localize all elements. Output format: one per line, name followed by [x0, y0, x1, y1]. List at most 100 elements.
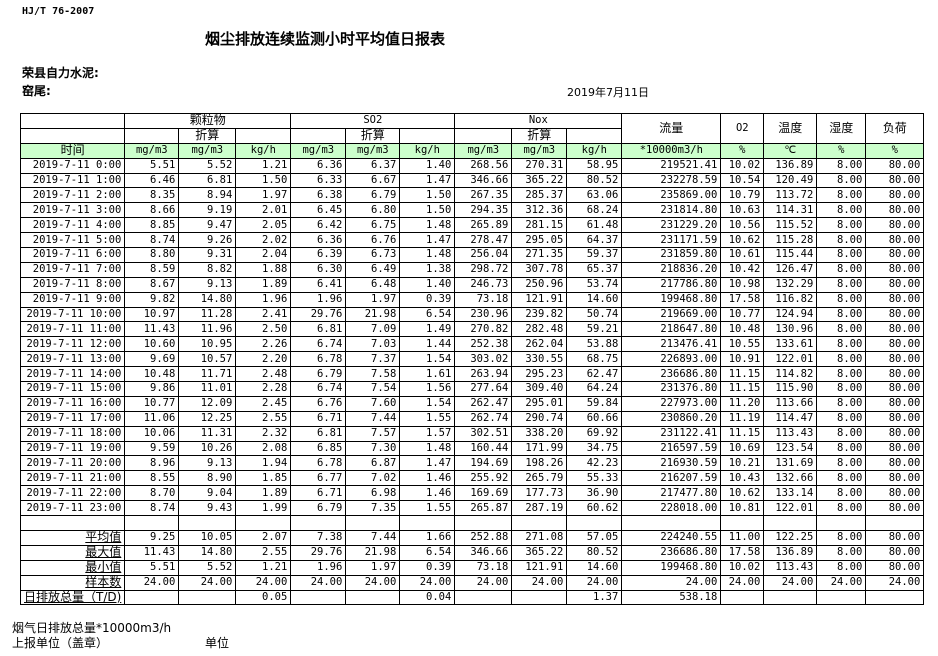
data-cell: 114.47 [763, 410, 818, 427]
data-cell: 9.04 [178, 485, 237, 502]
row-label: 2019-7-11 3:00 [19, 202, 126, 219]
data-cell: 8.00 [816, 470, 867, 487]
data-cell: 10.48 [124, 366, 180, 383]
empty-cell [19, 515, 126, 531]
data-cell: 10.42 [720, 261, 765, 278]
data-cell: 230.96 [454, 306, 513, 323]
data-cell: 1.61 [399, 366, 456, 383]
data-cell: 80.00 [865, 187, 925, 204]
data-cell: 8.00 [816, 172, 867, 189]
data-cell: 8.85 [124, 217, 180, 234]
data-cell: 0.39 [399, 559, 456, 576]
data-cell: 312.36 [511, 202, 568, 219]
data-cell: 73.18 [454, 559, 513, 576]
data-cell: 80.00 [865, 202, 925, 219]
time-header: 时间 [19, 142, 126, 159]
data-cell: 8.00 [816, 366, 867, 383]
data-cell: 11.01 [178, 381, 237, 397]
data-cell: 6.37 [345, 157, 401, 174]
data-cell: 8.94 [178, 187, 237, 204]
data-cell: 338.20 [511, 425, 568, 442]
table-row: 2019-7-11 20:00 8.96 9.13 1.94 6.78 6.87 1.47 1… [19, 455, 925, 472]
data-cell: 10.77 [720, 306, 765, 323]
table-row: 2019-7-11 0:00 5.51 5.52 1.21 6.36 6.37 1.40 26… [19, 157, 925, 174]
data-cell: 11.15 [720, 425, 765, 442]
group-humidity: 湿度 [816, 113, 867, 144]
data-cell: 69.92 [566, 425, 623, 442]
data-cell: 64.37 [566, 232, 623, 249]
header-blank [124, 127, 180, 144]
data-cell: 17.58 [720, 544, 765, 561]
data-cell: 80.00 [865, 440, 925, 457]
data-cell: 169.69 [454, 485, 513, 502]
data-cell [816, 589, 867, 606]
data-cell: 8.00 [816, 440, 867, 457]
data-cell: 1.50 [399, 187, 456, 204]
data-cell: 303.02 [454, 351, 513, 368]
data-cell: 1.66 [399, 529, 456, 546]
data-cell: 346.66 [454, 544, 513, 561]
unit-header: mg/m3 [290, 142, 347, 159]
data-cell: 6.48 [345, 276, 401, 293]
data-cell: 136.89 [763, 157, 818, 174]
header-blank [235, 127, 292, 144]
data-cell: 8.00 [816, 291, 867, 308]
data-cell: 8.00 [816, 157, 867, 174]
data-cell: 6.81 [290, 321, 347, 338]
header-row-units: 时间 mg/m3 mg/m3 kg/h mg/m3 mg/m3 kg/h mg/m3 mg/m… [19, 142, 925, 159]
data-cell: 213476.41 [621, 336, 722, 353]
data-cell: 10.77 [124, 395, 180, 412]
data-cell: 80.00 [865, 232, 925, 249]
row-label: 2019-7-11 6:00 [19, 247, 126, 263]
data-cell [511, 589, 568, 606]
unit-header: % [720, 142, 765, 159]
data-cell: 53.88 [566, 336, 623, 353]
data-cell: 1.44 [399, 336, 456, 353]
report-title: 烟尘排放连续监测小时平均值日报表 [204, 30, 445, 48]
data-cell: 295.05 [511, 232, 568, 249]
header-blank [19, 113, 126, 129]
empty-cell [816, 515, 867, 531]
data-cell: 6.30 [290, 261, 347, 278]
data-cell: 24.00 [763, 574, 818, 591]
data-cell: 1.89 [235, 485, 292, 502]
data-cell: 246.73 [454, 276, 513, 293]
table-row: 2019-7-11 3:00 8.66 9.19 2.01 6.45 6.80 1.50 29… [19, 202, 925, 219]
data-cell: 11.00 [720, 529, 765, 546]
empty-cell [124, 515, 180, 531]
data-cell: 2.32 [235, 425, 292, 442]
data-cell: 6.33 [290, 172, 347, 189]
data-cell: 270.31 [511, 157, 568, 174]
data-cell: 11.15 [720, 366, 765, 383]
data-cell: 224240.55 [621, 529, 722, 546]
data-cell: 80.00 [865, 336, 925, 353]
unit-header: kg/h [235, 142, 292, 159]
empty-cell [566, 515, 623, 531]
data-cell: 231376.80 [621, 381, 722, 397]
data-cell: 281.15 [511, 217, 568, 234]
data-cell: 262.74 [454, 410, 513, 427]
converted-label: 折算 [178, 127, 237, 144]
data-cell: 12.25 [178, 410, 237, 427]
data-cell: 80.00 [865, 276, 925, 293]
data-cell: 7.30 [345, 440, 401, 457]
data-cell: 194.69 [454, 455, 513, 472]
row-label: 2019-7-11 19:00 [19, 440, 126, 457]
data-cell: 10.61 [720, 247, 765, 263]
data-cell: 80.00 [865, 217, 925, 234]
header-row-groups: 颗粒物 SO2 Nox 流量 O2 温度 湿度 负荷 [19, 113, 925, 144]
data-cell: 6.79 [290, 366, 347, 383]
data-cell: 8.00 [816, 306, 867, 323]
data-cell: 1.54 [399, 395, 456, 412]
row-label: 2019-7-11 1:00 [19, 172, 126, 189]
footer-unit: 单位 [205, 636, 230, 650]
data-cell: 6.79 [290, 500, 347, 517]
data-cell: 1.40 [399, 157, 456, 174]
data-cell: 6.78 [290, 455, 347, 472]
row-label: 平均值 [19, 529, 126, 546]
data-cell: 24.00 [816, 574, 867, 591]
data-cell: 24.00 [124, 574, 180, 591]
data-cell: 8.96 [124, 455, 180, 472]
data-cell: 133.14 [763, 485, 818, 502]
data-cell: 8.00 [816, 544, 867, 561]
